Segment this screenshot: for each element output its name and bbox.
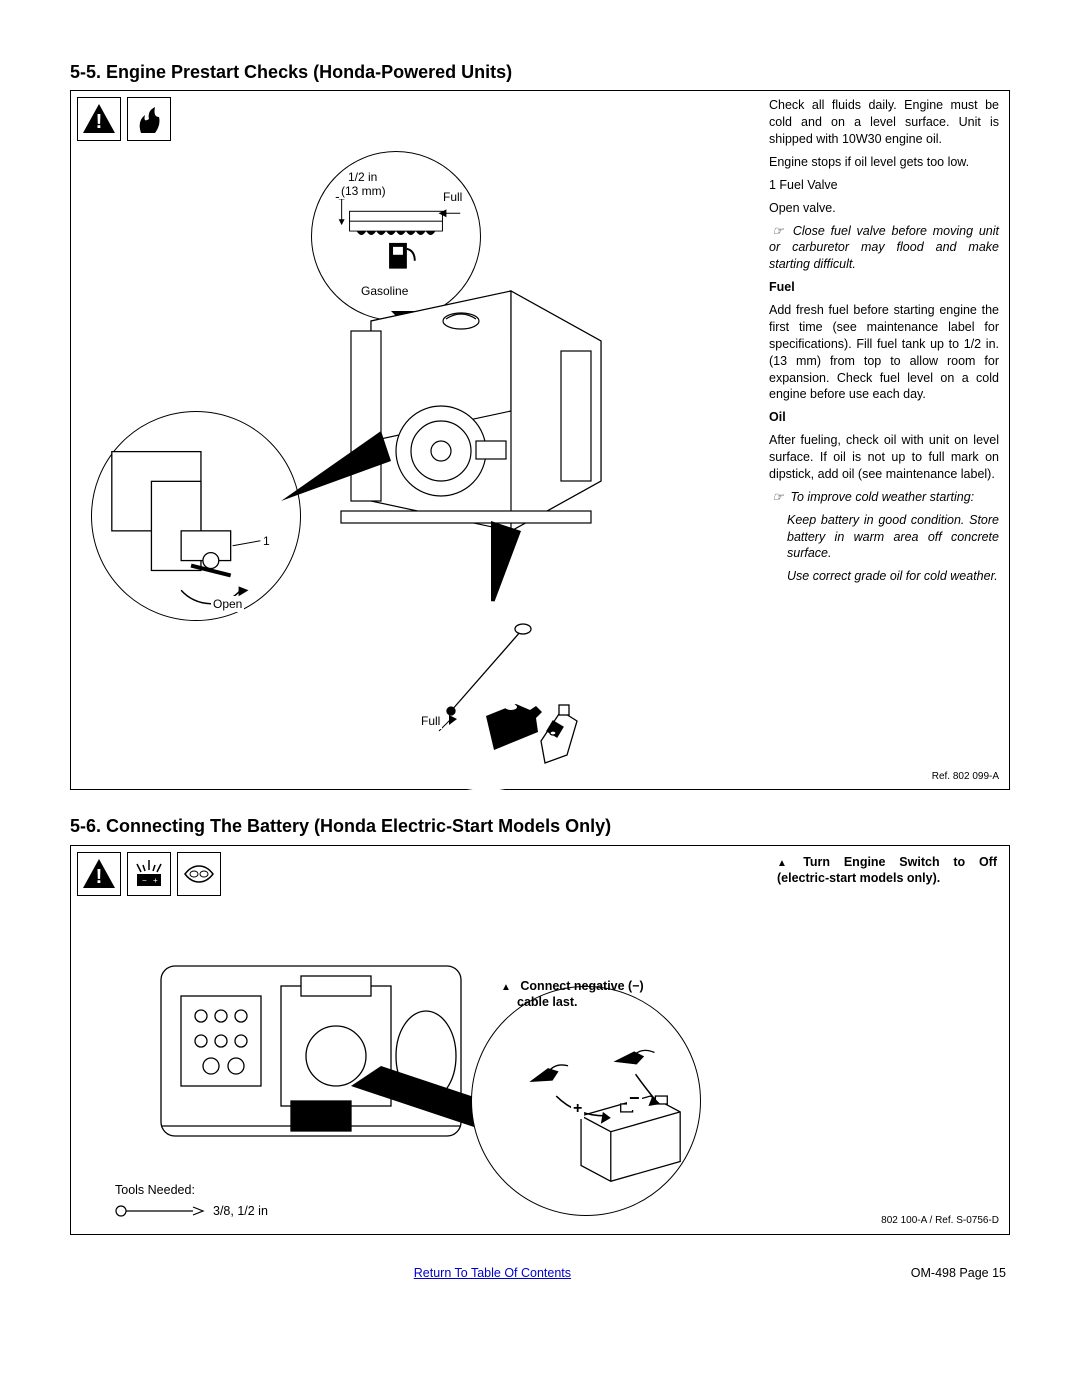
safety-icons-5-6: ! − + bbox=[77, 852, 221, 896]
oil-heading: Oil bbox=[769, 409, 999, 426]
tools-needed: Tools Needed: 3/8, 1/2 in bbox=[115, 1182, 268, 1220]
page-number: OM-498 Page 15 bbox=[911, 1265, 1006, 1282]
fuel-heading: Fuel bbox=[769, 279, 999, 296]
toc-link[interactable]: Return To Table Of Contents bbox=[414, 1266, 571, 1280]
p-check-fluids: Check all fluids daily. Engine must be c… bbox=[769, 97, 999, 148]
callout-neg-last: Connect negative (−) cable last. bbox=[501, 978, 681, 1012]
section-5-5-title: 5-5. Engine Prestart Checks (Honda-Power… bbox=[70, 60, 1010, 84]
note-cold-lead: To improve cold weather starting: bbox=[790, 490, 974, 504]
section-5-6-title: 5-6. Connecting The Battery (Honda Elect… bbox=[70, 814, 1010, 838]
tools-label: Tools Needed: bbox=[115, 1182, 268, 1199]
text-column-5-5: Check all fluids daily. Engine must be c… bbox=[769, 97, 999, 591]
svg-text:+: + bbox=[153, 876, 158, 885]
note-oil-grade: Use correct grade oil for cold weather. bbox=[769, 568, 999, 585]
callout-wedge-left bbox=[271, 431, 391, 521]
tools-sizes: 3/8, 1/2 in bbox=[213, 1203, 268, 1220]
neg-last-line1: Connect negative (−) bbox=[520, 979, 643, 993]
fire-icon bbox=[127, 97, 171, 141]
label-mm: (13 mm) bbox=[339, 183, 388, 199]
diagram-5-5: ! bbox=[70, 90, 1010, 790]
fuel-body: Add fresh fuel before starting engine th… bbox=[769, 302, 999, 403]
neg-last-line2: cable last. bbox=[517, 995, 577, 1009]
diagram-5-6: ! − + Turn Engine Switch to Off (electr bbox=[70, 845, 1010, 1235]
oil-callout bbox=[391, 601, 581, 791]
fuel-valve-callout-circle bbox=[91, 411, 301, 621]
warning-icon: ! bbox=[77, 852, 121, 896]
ref-5-6: 802 100-A / Ref. S-0756-D bbox=[881, 1214, 999, 1228]
warning-icon: ! bbox=[77, 97, 121, 141]
label-minus: − bbox=[627, 1086, 642, 1110]
wrench-icon bbox=[115, 1205, 205, 1217]
svg-text:!: ! bbox=[96, 866, 103, 888]
note-icon: ☞ bbox=[769, 489, 787, 506]
label-plus: + bbox=[571, 1098, 584, 1120]
goggles-icon bbox=[177, 852, 221, 896]
page-footer: Return To Table Of Contents OM-498 Page … bbox=[70, 1259, 1010, 1282]
note-close-valve: ☞ Close fuel valve before moving unit or… bbox=[769, 223, 999, 274]
battery-callout-circle bbox=[471, 986, 701, 1216]
callout-switch-off: Turn Engine Switch to Off (electric-star… bbox=[777, 854, 997, 888]
ref-5-5: Ref. 802 099-A bbox=[932, 770, 999, 784]
note-icon: ☞ bbox=[769, 223, 787, 240]
safety-icons-5-5: ! bbox=[77, 97, 171, 141]
note-cold-weather: ☞ To improve cold weather starting: bbox=[769, 489, 999, 506]
svg-text:!: ! bbox=[96, 111, 103, 133]
note-close-valve-text: Close fuel valve before moving unit or c… bbox=[769, 224, 999, 272]
label-one: 1 bbox=[261, 533, 272, 549]
p-open-valve: Open valve. bbox=[769, 200, 999, 217]
p-engine-stops: Engine stops if oil level gets too low. bbox=[769, 154, 999, 171]
svg-text:−: − bbox=[142, 876, 147, 885]
label-full-bottom: Full bbox=[419, 713, 442, 729]
note-battery: Keep battery in good condition. Store ba… bbox=[769, 512, 999, 563]
oil-body: After fueling, check oil with unit on le… bbox=[769, 432, 999, 483]
label-open: Open bbox=[211, 596, 244, 612]
section-5-5: 5-5. Engine Prestart Checks (Honda-Power… bbox=[70, 60, 1010, 790]
p-fuel-valve-item: 1 Fuel Valve bbox=[769, 177, 999, 194]
label-full-top: Full bbox=[441, 189, 464, 205]
battery-explosion-icon: − + bbox=[127, 852, 171, 896]
section-5-6: 5-6. Connecting The Battery (Honda Elect… bbox=[70, 814, 1010, 1234]
